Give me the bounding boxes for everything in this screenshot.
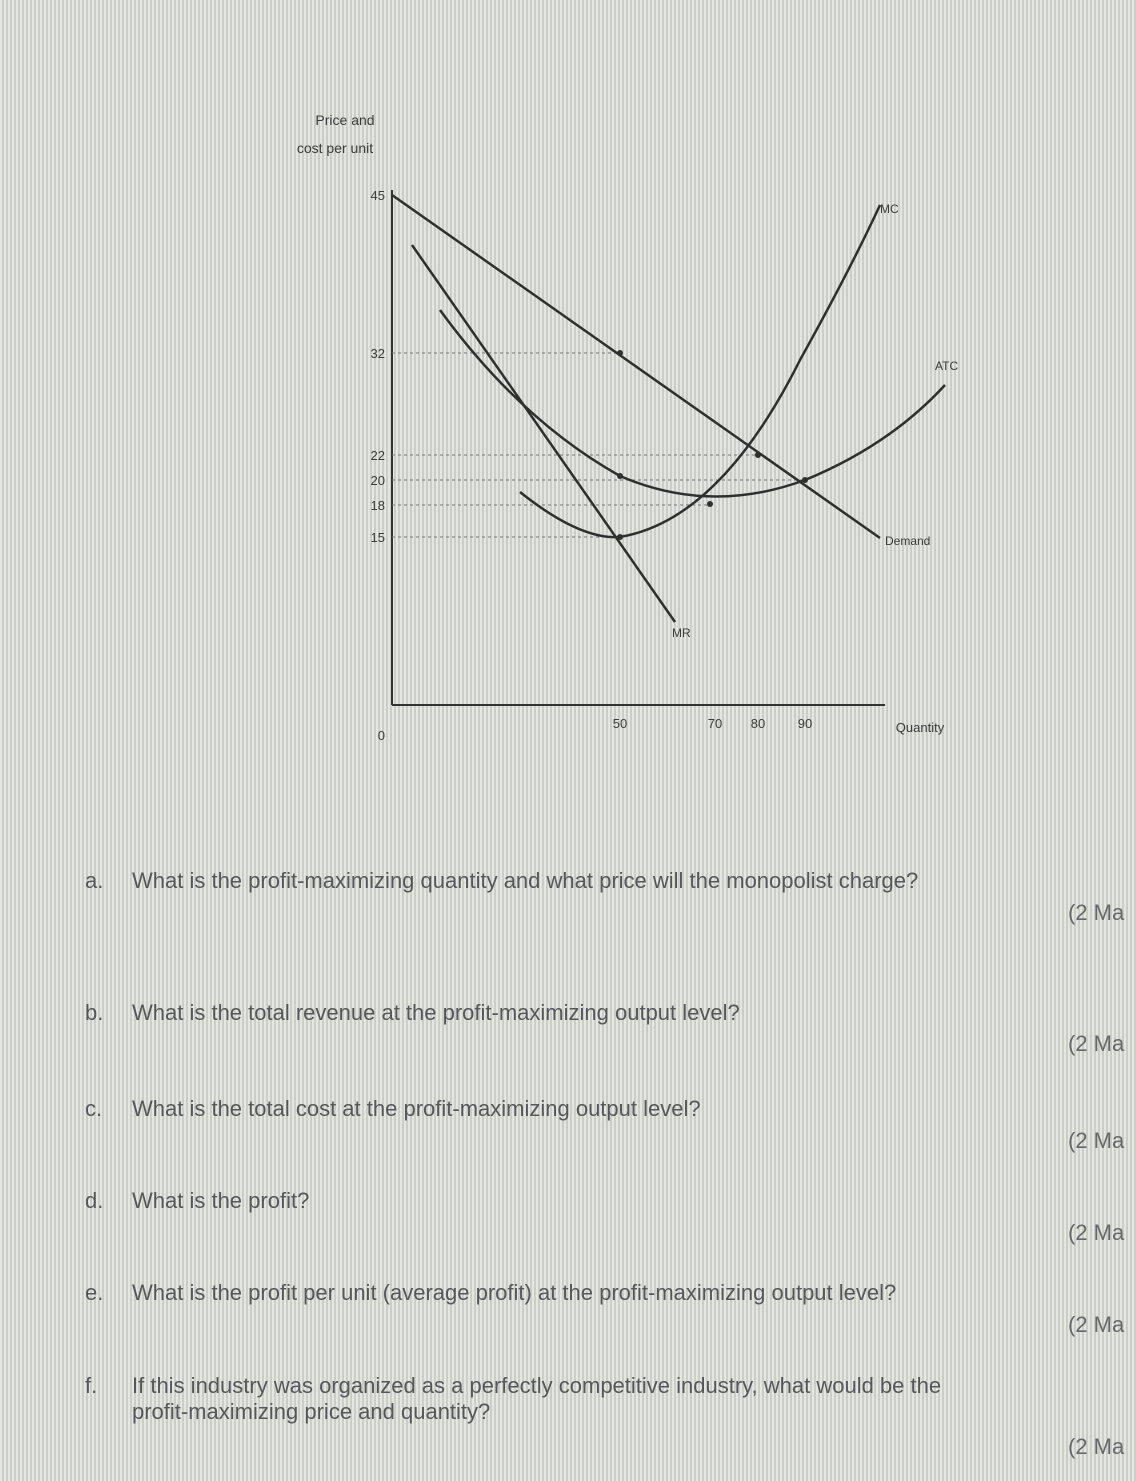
mc-curve xyxy=(519,204,882,539)
question-letter: d. xyxy=(85,1188,104,1213)
y-tick-label: 18 xyxy=(371,498,385,513)
y-axis-label: Price and xyxy=(315,112,374,128)
x-tick-label: 50 xyxy=(613,716,627,731)
origin-label: 0 xyxy=(378,728,385,743)
question-text: What is the total revenue at the profit-… xyxy=(132,1000,740,1025)
x-tick-label: 70 xyxy=(708,716,722,731)
x-axis-label: Quantity xyxy=(896,720,945,735)
question-marks: (2 Ma xyxy=(1068,1434,1125,1459)
guide-lines xyxy=(392,352,805,538)
question-text: What is the total cost at the profit-max… xyxy=(132,1096,701,1121)
question-marks: (2 Ma xyxy=(1068,1312,1125,1337)
question-letter: a. xyxy=(85,868,104,893)
y-tick-label: 22 xyxy=(371,448,385,463)
y-tick-label: 15 xyxy=(371,530,385,545)
question-text: What is the profit per unit (average pro… xyxy=(132,1280,897,1305)
question-letter: e. xyxy=(85,1280,104,1305)
question-letter: f. xyxy=(85,1373,98,1398)
question-text: If this industry was organized as a perf… xyxy=(132,1373,942,1398)
x-tick-labels: 50 70 80 90 xyxy=(613,716,812,731)
x-tick-label: 80 xyxy=(751,716,765,731)
curve-label: MR xyxy=(672,626,691,640)
curve-label: ATC xyxy=(935,359,958,373)
question-marks: (2 Ma xyxy=(1068,1031,1125,1056)
question-text: What is the profit? xyxy=(132,1188,310,1213)
question-marks: (2 Ma xyxy=(1068,1128,1125,1153)
y-tick-label: 45 xyxy=(371,188,385,203)
y-axis-label: cost per unit xyxy=(297,140,373,156)
question-text: What is the profit-maximizing quantity a… xyxy=(132,868,919,893)
demand-curve xyxy=(391,193,881,540)
y-tick-label: 20 xyxy=(371,473,385,488)
question-text: profit-maximizing price and quantity? xyxy=(132,1399,491,1424)
curve-label: Demand xyxy=(885,534,930,548)
y-tick-labels: 45 32 22 20 18 15 0 xyxy=(371,188,385,743)
mr-curve xyxy=(410,244,677,623)
diagram: Price and cost per unit 45 32 22 20 18 1… xyxy=(297,112,959,743)
question-marks: (2 Ma xyxy=(1068,1220,1125,1245)
question-marks: (2 Ma xyxy=(1068,900,1125,925)
question-letter: b. xyxy=(85,1000,104,1025)
x-tick-label: 90 xyxy=(798,716,812,731)
curve-label: MC xyxy=(880,202,899,216)
points xyxy=(617,350,808,540)
atc-curve xyxy=(438,309,946,498)
question-letter: c. xyxy=(85,1096,103,1121)
y-tick-label: 32 xyxy=(371,346,385,361)
